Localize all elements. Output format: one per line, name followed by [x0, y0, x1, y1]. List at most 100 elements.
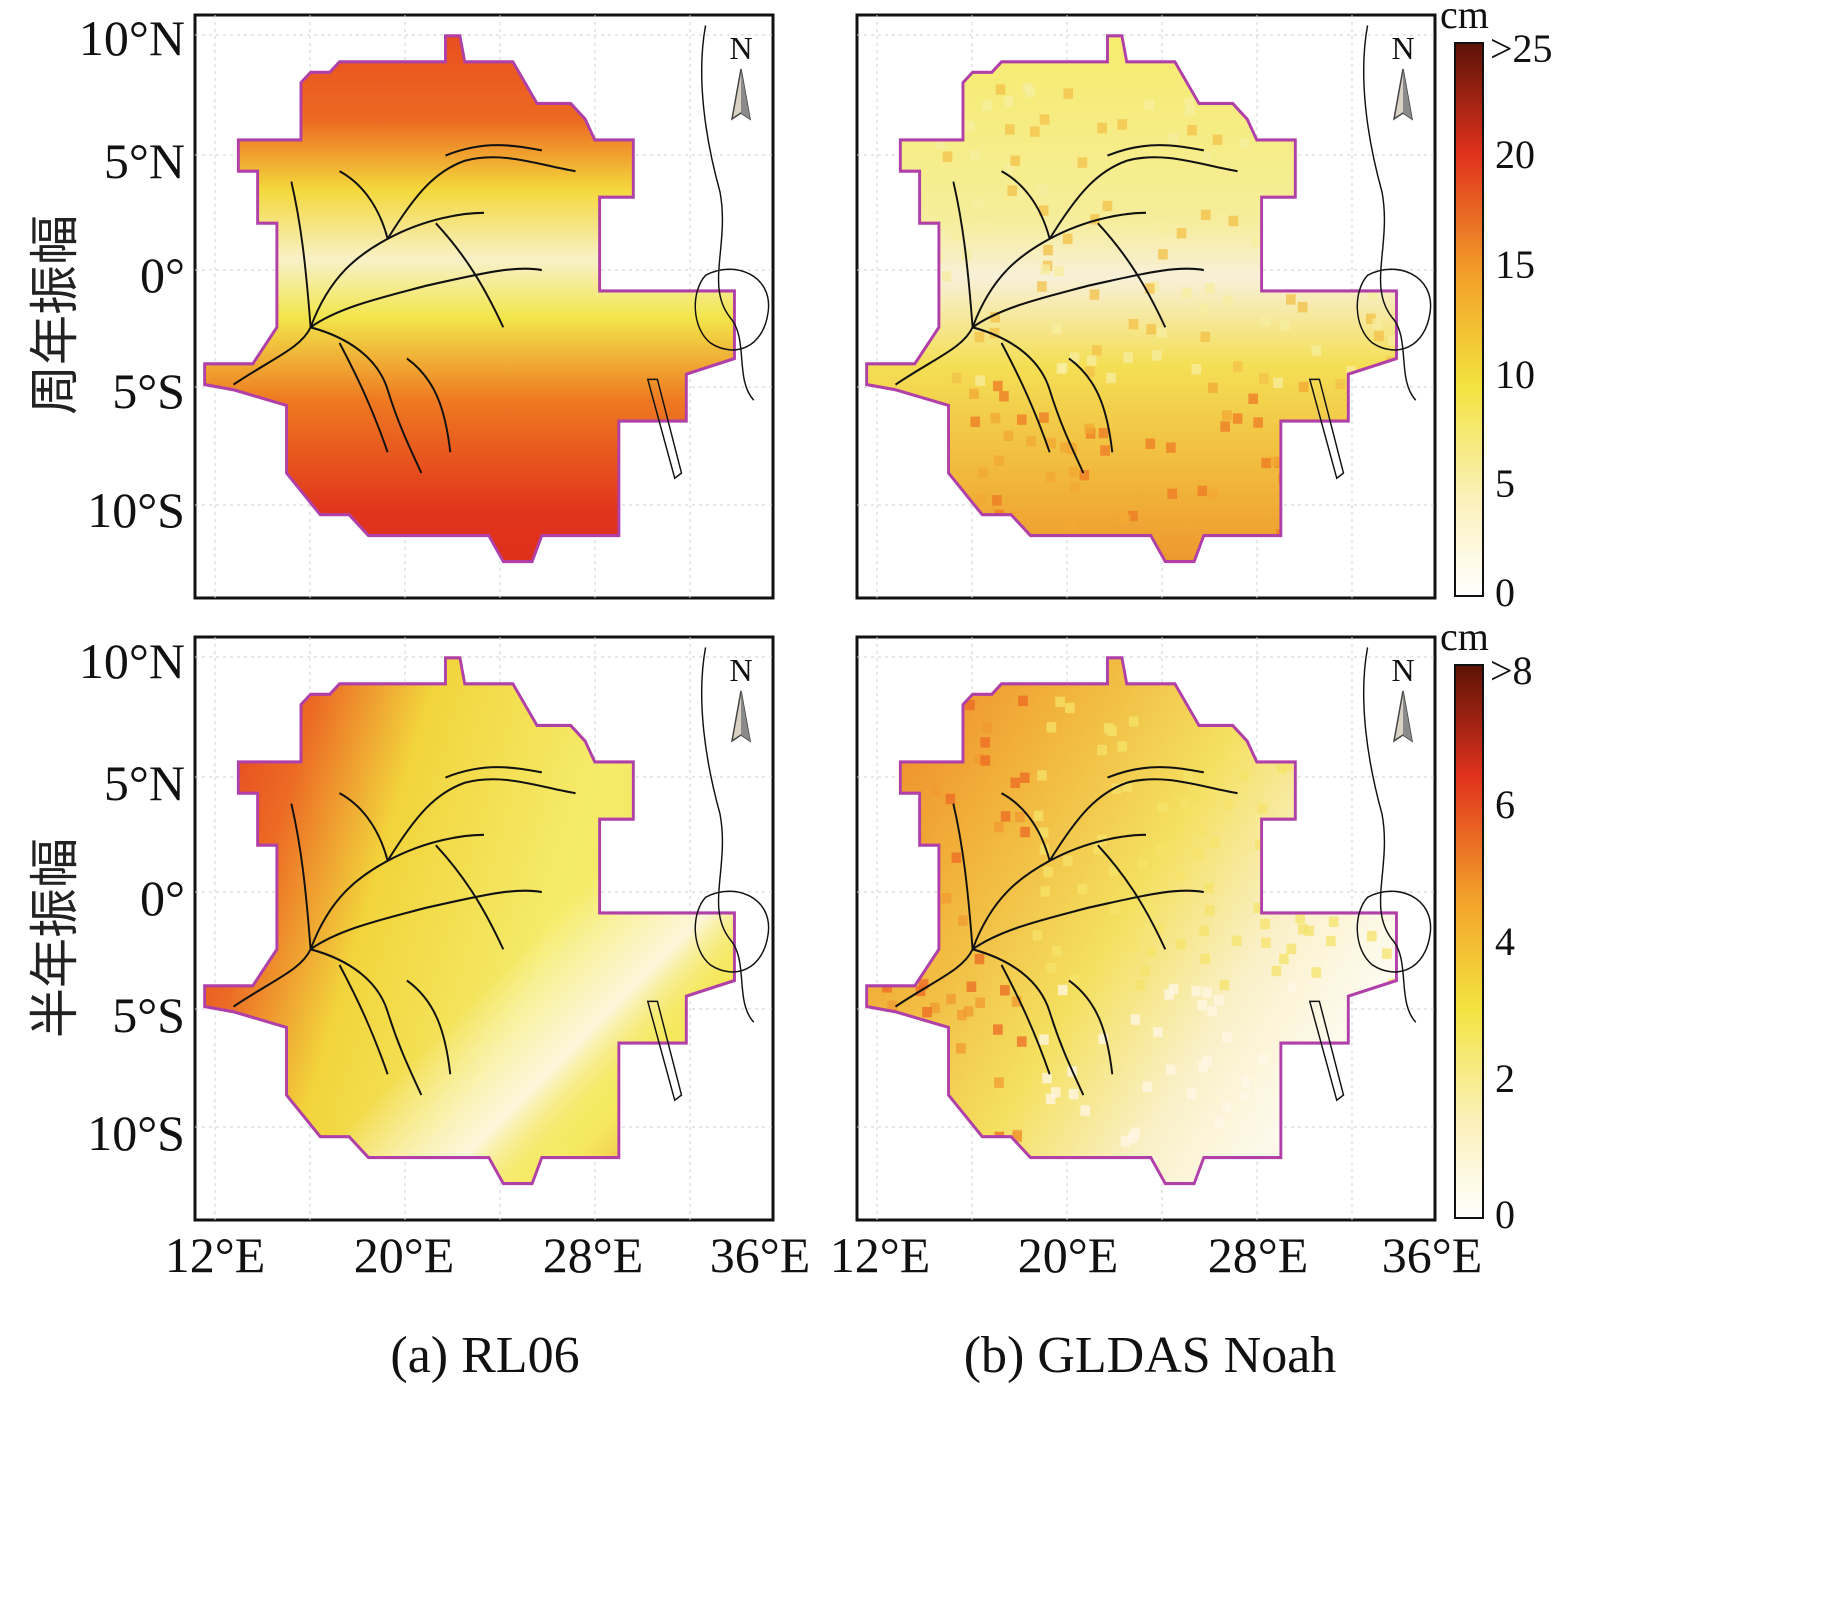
grid-cell	[1248, 393, 1259, 404]
grid-cell	[1204, 882, 1214, 894]
grid-cell	[1276, 763, 1287, 774]
grid-cell	[975, 375, 985, 386]
map-panel-b-semiannual: N	[855, 635, 1437, 1222]
grid-cell	[1233, 361, 1243, 372]
north-label: N	[729, 652, 752, 688]
grid-cell	[1084, 423, 1095, 435]
map-panel-a-annual: N	[193, 13, 775, 600]
grid-cell	[1140, 966, 1150, 977]
lake-victoria	[694, 890, 770, 973]
grid-cell	[1128, 940, 1139, 952]
grid-cell	[1181, 287, 1192, 299]
grid-cell	[995, 84, 1006, 95]
grid-cell	[1157, 327, 1167, 338]
colorbar-semiannual-tick-4: 4	[1495, 919, 1515, 964]
grid-cell	[1260, 918, 1270, 930]
grid-cell	[1097, 122, 1107, 134]
river	[1001, 792, 1051, 862]
grid-cell	[974, 753, 984, 765]
river	[339, 792, 389, 862]
grid-cell	[1185, 105, 1195, 116]
grid-cell	[1080, 1105, 1091, 1116]
river	[435, 222, 505, 328]
grid-cell	[1271, 965, 1282, 977]
grid-cell	[1003, 430, 1014, 442]
grid-cell	[1166, 1064, 1176, 1075]
river	[445, 766, 542, 779]
grid-cell	[1222, 410, 1232, 421]
grid-cell	[1098, 1033, 1109, 1044]
grid-cell	[1257, 803, 1268, 814]
grid-cell	[1097, 744, 1107, 756]
grid-cell	[1239, 138, 1250, 149]
river	[895, 833, 1147, 1008]
lake-tanganyika	[1308, 378, 1345, 480]
grid-cell	[1062, 855, 1073, 867]
colorbar-annual-tick-25: >25	[1490, 26, 1553, 71]
grid-cell	[1043, 244, 1053, 256]
grid-cell	[1038, 205, 1049, 216]
grid-cell	[1146, 946, 1157, 957]
grid-cell	[1199, 925, 1209, 937]
caption-a: (a) RL06	[390, 1327, 579, 1384]
grid-cell	[1367, 289, 1378, 301]
lat-label-0-row2: 0°	[140, 870, 185, 926]
grid-cell	[1311, 967, 1322, 978]
lake-tanganyika	[646, 378, 683, 480]
grid-cell	[1184, 97, 1195, 109]
grid-cell	[1103, 723, 1114, 734]
river	[310, 267, 542, 329]
north-arrow-shade	[1403, 69, 1412, 119]
grid-cell	[1295, 912, 1306, 924]
grid-cell	[1057, 984, 1068, 996]
grid-cell	[1214, 995, 1224, 1006]
grid-cell	[1084, 366, 1095, 377]
grid-cell	[1286, 943, 1297, 955]
grid-cell	[1000, 811, 1011, 822]
grid-cell	[970, 416, 981, 427]
lon-label-20e-b: 20°E	[1018, 1227, 1119, 1283]
river	[1097, 222, 1167, 328]
grid-cell	[1032, 930, 1043, 941]
colorbar-semiannual-ramp	[1454, 664, 1484, 1219]
grid-cell	[1040, 886, 1051, 897]
grid-cell	[1279, 953, 1289, 965]
grid-cell	[1042, 1072, 1052, 1084]
grid-cell	[1135, 980, 1145, 991]
map-panel-a-semiannual: N	[193, 635, 775, 1222]
grid-cell	[1241, 1123, 1252, 1135]
grid-cell	[1231, 935, 1242, 947]
grid-cell	[994, 821, 1004, 833]
grid-cell	[1045, 1093, 1056, 1105]
colorbar-semiannual-unit: cm	[1440, 614, 1489, 659]
grid-cell	[1335, 378, 1345, 390]
grid-cell	[1046, 722, 1057, 733]
grid-cell	[1346, 988, 1357, 999]
river	[1048, 156, 1238, 240]
grid-cell	[1270, 456, 1281, 467]
river	[406, 357, 452, 453]
grid-cell	[1142, 1081, 1153, 1093]
grid-cell	[1069, 974, 1080, 985]
grid-cell	[1167, 488, 1178, 499]
grid-cell	[1220, 421, 1230, 432]
grid-cell	[1297, 923, 1308, 935]
grid-cell	[1106, 372, 1116, 384]
north-arrow-shade	[741, 69, 750, 119]
grid-cell	[1162, 223, 1173, 235]
grid-cell	[992, 495, 1002, 506]
lat-label-0-row1: 0°	[140, 247, 185, 303]
grid-cell	[993, 1024, 1003, 1035]
grid-cell	[1155, 221, 1166, 233]
lat-label-5s-row1: 5°S	[112, 363, 185, 419]
colorbar-annual-tick-5: 5	[1495, 461, 1515, 506]
grid-cell	[1241, 1076, 1252, 1087]
grid-cell	[1100, 445, 1110, 456]
grid-cell	[1219, 979, 1230, 991]
grid-cell	[1168, 983, 1179, 995]
river	[233, 211, 485, 386]
grid-cell	[1086, 355, 1097, 366]
grid-cell	[1018, 695, 1028, 707]
grid-cell	[1204, 905, 1215, 916]
grid-cell	[945, 793, 956, 805]
